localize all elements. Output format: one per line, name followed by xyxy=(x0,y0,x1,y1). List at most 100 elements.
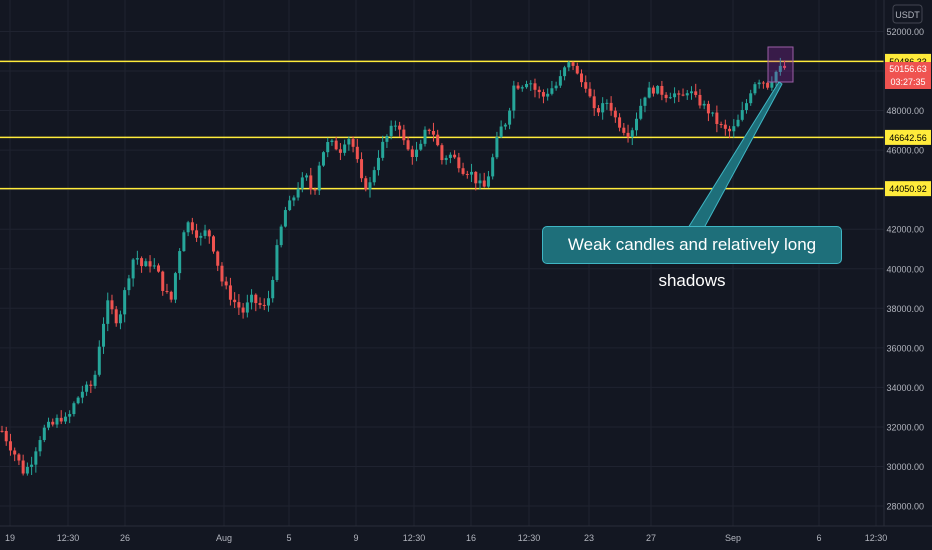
candle-body xyxy=(165,290,169,292)
candle-body xyxy=(59,417,63,422)
candle-body xyxy=(317,165,321,191)
level-price-tag-text: 44050.92 xyxy=(889,184,927,194)
candle-body xyxy=(266,298,270,306)
candle-body xyxy=(321,152,325,166)
candle-body xyxy=(8,441,12,451)
candle-body xyxy=(97,346,101,375)
candle-body xyxy=(415,149,419,158)
candle-body xyxy=(465,173,469,175)
candle-body xyxy=(715,112,719,124)
candle-body xyxy=(203,230,207,236)
price-tags: 50486.33 46642.56 44050.92 50156.63 03:27:35 xyxy=(885,53,931,197)
candle-body xyxy=(106,300,110,324)
candle-body xyxy=(770,81,774,88)
candle-body xyxy=(292,197,296,201)
candle-body xyxy=(689,91,693,94)
candle-body xyxy=(364,178,368,190)
candle-body xyxy=(305,175,309,178)
candle-body xyxy=(651,87,655,94)
candle-body xyxy=(55,417,59,425)
candle-body xyxy=(757,82,761,85)
candle-body xyxy=(444,157,448,161)
candle-body xyxy=(605,102,609,104)
candle-body xyxy=(558,76,562,86)
candle-body xyxy=(618,117,622,128)
candle-body xyxy=(766,82,770,88)
candle-body xyxy=(76,397,80,404)
candle-body xyxy=(554,85,558,89)
candle-body xyxy=(592,96,596,109)
candle-body xyxy=(393,125,397,127)
x-tick-label: 27 xyxy=(646,533,656,543)
candle-body xyxy=(30,464,34,467)
candle-body xyxy=(740,110,744,120)
candle-body xyxy=(258,303,262,305)
candle-body xyxy=(300,177,304,189)
candle-body xyxy=(334,140,338,150)
candle-body xyxy=(635,118,638,131)
candle-body xyxy=(580,73,584,83)
last-price-countdown: 03:27:35 xyxy=(890,77,925,87)
candle-body xyxy=(254,294,258,304)
currency-box xyxy=(892,4,923,24)
candle-body xyxy=(499,126,503,138)
candle-body xyxy=(512,85,516,111)
annotation-text: Weak candles and relatively long shadows xyxy=(567,235,817,290)
candle-body xyxy=(389,125,393,136)
candle-body xyxy=(34,451,38,465)
candle-body xyxy=(719,123,723,125)
candle-body xyxy=(114,309,118,324)
candle-body xyxy=(63,416,67,422)
candle-body xyxy=(368,182,372,190)
candle-body xyxy=(144,261,148,267)
candle-body xyxy=(601,103,605,113)
candle-body xyxy=(728,128,732,132)
x-tick-label: 5 xyxy=(286,533,291,543)
grid xyxy=(0,0,884,526)
candle-body xyxy=(360,159,364,179)
candle-body xyxy=(478,180,482,184)
candle-body xyxy=(783,65,787,68)
candle-body xyxy=(685,93,689,96)
candle-body xyxy=(495,137,499,158)
candle-body xyxy=(749,93,753,104)
candle-body xyxy=(681,94,685,96)
candle-body xyxy=(744,103,748,111)
candle-body xyxy=(622,127,626,133)
y-tick-label: 48000.00 xyxy=(886,106,924,116)
candle-body xyxy=(68,414,72,417)
candle-body xyxy=(410,149,414,158)
time-axis-background xyxy=(0,526,932,550)
candle-body xyxy=(440,145,444,161)
candle-body xyxy=(453,154,457,158)
candle-body xyxy=(677,93,681,95)
last-price-value: 50156.63 xyxy=(889,64,927,74)
candle-body xyxy=(431,130,435,135)
y-tick-label: 40000.00 xyxy=(886,264,924,274)
x-tick-label: 12:30 xyxy=(865,533,888,543)
last-price-tag xyxy=(885,62,931,89)
candle-body xyxy=(706,103,710,114)
candle-body xyxy=(698,94,702,106)
support-resistance-levels[interactable] xyxy=(0,60,884,190)
candle-body xyxy=(279,226,283,246)
candle-body xyxy=(732,126,736,132)
candle-body xyxy=(482,180,486,187)
candle-body xyxy=(93,374,97,386)
candle-body xyxy=(85,384,89,392)
candle-body xyxy=(503,124,507,127)
candle-body xyxy=(127,278,131,291)
candle-body xyxy=(613,110,617,118)
candle-body xyxy=(148,261,152,267)
annotation-callout[interactable]: Weak candles and relatively long shadows xyxy=(542,226,842,290)
candle-body xyxy=(275,245,279,280)
time-axis[interactable]: 19 12:30 26 Aug 5 9 12:30 16 12:30 23 27 Sep 6 12:30 xyxy=(0,525,932,550)
y-tick-label: 28000.00 xyxy=(886,502,924,512)
candle-body xyxy=(550,88,554,94)
candle-body xyxy=(470,171,474,175)
candle-body xyxy=(355,146,359,160)
candle-body xyxy=(723,124,727,129)
candle-body xyxy=(72,403,76,415)
candle-body xyxy=(567,62,571,68)
